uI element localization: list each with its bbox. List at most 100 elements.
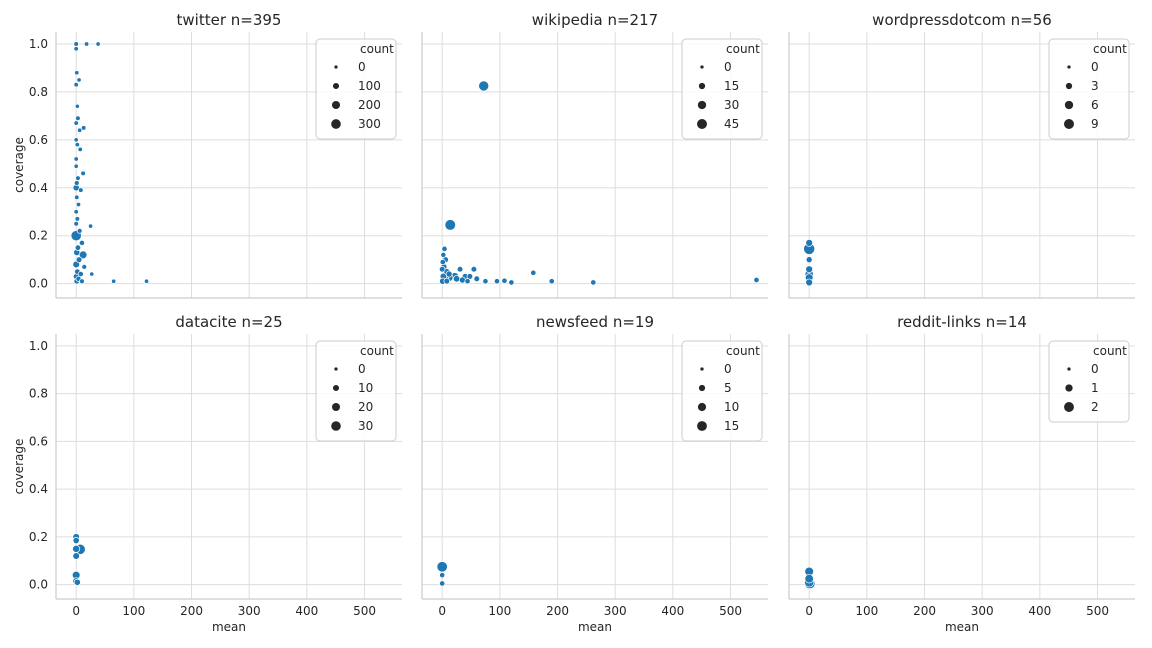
legend-marker [697, 402, 707, 412]
legend-marker [1064, 100, 1074, 110]
y-tick-label: 0.4 [29, 181, 48, 195]
legend-marker [1065, 82, 1073, 90]
x-tick-label: 300 [604, 604, 627, 618]
scatter-point [73, 82, 79, 88]
x-tick-label: 300 [238, 604, 261, 618]
scatter-point [478, 80, 490, 92]
legend-label: 20 [358, 400, 373, 414]
size-legend: count 0 10 20 30 [315, 340, 397, 442]
y-axis-label: coverage [12, 137, 26, 193]
legend-label: 200 [358, 98, 381, 112]
scatter-point [73, 221, 79, 227]
scatter-point [436, 561, 448, 573]
scatter-point [75, 175, 81, 181]
legend-label: 1 [1091, 381, 1099, 395]
scatter-point [73, 46, 79, 52]
legend-label: 6 [1091, 98, 1099, 112]
legend-label: 0 [1091, 362, 1099, 376]
legend-marker [696, 420, 708, 432]
y-tick-label: 0.6 [29, 133, 48, 147]
scatter-point [72, 536, 80, 545]
scatter-point [530, 269, 537, 276]
scatter-point [444, 219, 456, 231]
x-tick-label: 200 [180, 604, 203, 618]
x-tick-label: 500 [1086, 604, 1109, 618]
size-legend: count 0 15 30 45 [681, 38, 763, 140]
x-tick-label: 400 [661, 604, 684, 618]
y-tick-label: 0.6 [29, 434, 48, 448]
y-tick-label: 1.0 [29, 339, 48, 353]
panel-6: reddit-links n=14 0 100 200 300 400 500 mean cou… [788, 313, 1135, 634]
scatter-point [78, 239, 85, 246]
legend-label: 45 [724, 117, 739, 131]
y-tick-label: 0.8 [29, 85, 48, 99]
x-tick-label: 400 [1028, 604, 1051, 618]
scatter-point [73, 156, 79, 162]
legend-label: 5 [724, 381, 732, 395]
legend-marker [330, 118, 342, 130]
legend-label: 30 [724, 98, 739, 112]
x-tick-label: 400 [295, 604, 318, 618]
scatter-point [439, 572, 446, 579]
legend-box [1048, 38, 1130, 140]
scatter-point [805, 256, 813, 264]
scatter-point [470, 266, 478, 273]
legend-marker [333, 64, 339, 70]
scatter-point [77, 146, 83, 153]
panel-3: wordpressdotcom n=56 count 0 3 6 9 [788, 11, 1135, 299]
scatter-point [73, 41, 79, 47]
scatter-point [464, 278, 471, 285]
y-axis-label: coverage [12, 439, 26, 495]
scatter-point [493, 278, 501, 285]
x-tick-label: 200 [913, 604, 936, 618]
x-tick-label: 200 [546, 604, 569, 618]
panel-title: newsfeed n=19 [536, 313, 654, 331]
y-tick-label: 1.0 [29, 37, 48, 51]
scatter-point [88, 223, 94, 229]
scatter-point [753, 276, 760, 284]
legend-marker [332, 82, 340, 90]
scatter-point [456, 266, 464, 273]
legend-box [681, 38, 763, 140]
scatter-point [89, 271, 95, 277]
legend-label: 100 [358, 79, 381, 93]
scatter-point [76, 228, 83, 234]
scatter-point [439, 259, 446, 266]
scatter-point [81, 263, 88, 270]
scatter-point [74, 194, 80, 200]
y-tick-label: 0.2 [29, 229, 48, 243]
legend-title: count [1093, 344, 1127, 358]
legend-marker [698, 384, 706, 392]
scatter-point [458, 276, 466, 284]
legend-label: 10 [724, 400, 739, 414]
legend-marker [1063, 118, 1075, 130]
scatter-point [508, 279, 515, 286]
legend-label: 0 [358, 60, 366, 74]
legend-title: count [360, 42, 394, 56]
scatter-point [74, 70, 80, 76]
scatter-point [75, 201, 82, 208]
size-legend: count 0 5 10 15 [681, 340, 763, 442]
y-tick-label: 0.0 [29, 578, 48, 592]
legend-label: 30 [358, 419, 373, 433]
scatter-point [473, 275, 481, 283]
legend-box [681, 340, 763, 442]
scatter-point [501, 277, 508, 284]
x-axis-label: mean [945, 620, 979, 634]
scatter-point [74, 142, 80, 148]
legend-marker [696, 118, 708, 130]
legend-marker [1064, 383, 1074, 393]
panel-4: datacite n=25 0.0 0.2 0.4 0.6 0.8 1.0 coverage 0… [12, 313, 402, 634]
scatter-point [79, 278, 85, 285]
scatter-point [77, 271, 84, 278]
scatter-point [440, 251, 447, 258]
scatter-point [441, 245, 448, 252]
scatter-point [74, 103, 80, 109]
scatter-point [144, 278, 150, 284]
scatter-point [75, 115, 81, 121]
panel-title: reddit-links n=14 [897, 313, 1027, 331]
legend-marker [1063, 401, 1075, 413]
scatter-point [78, 187, 84, 193]
scatter-point [111, 278, 117, 284]
